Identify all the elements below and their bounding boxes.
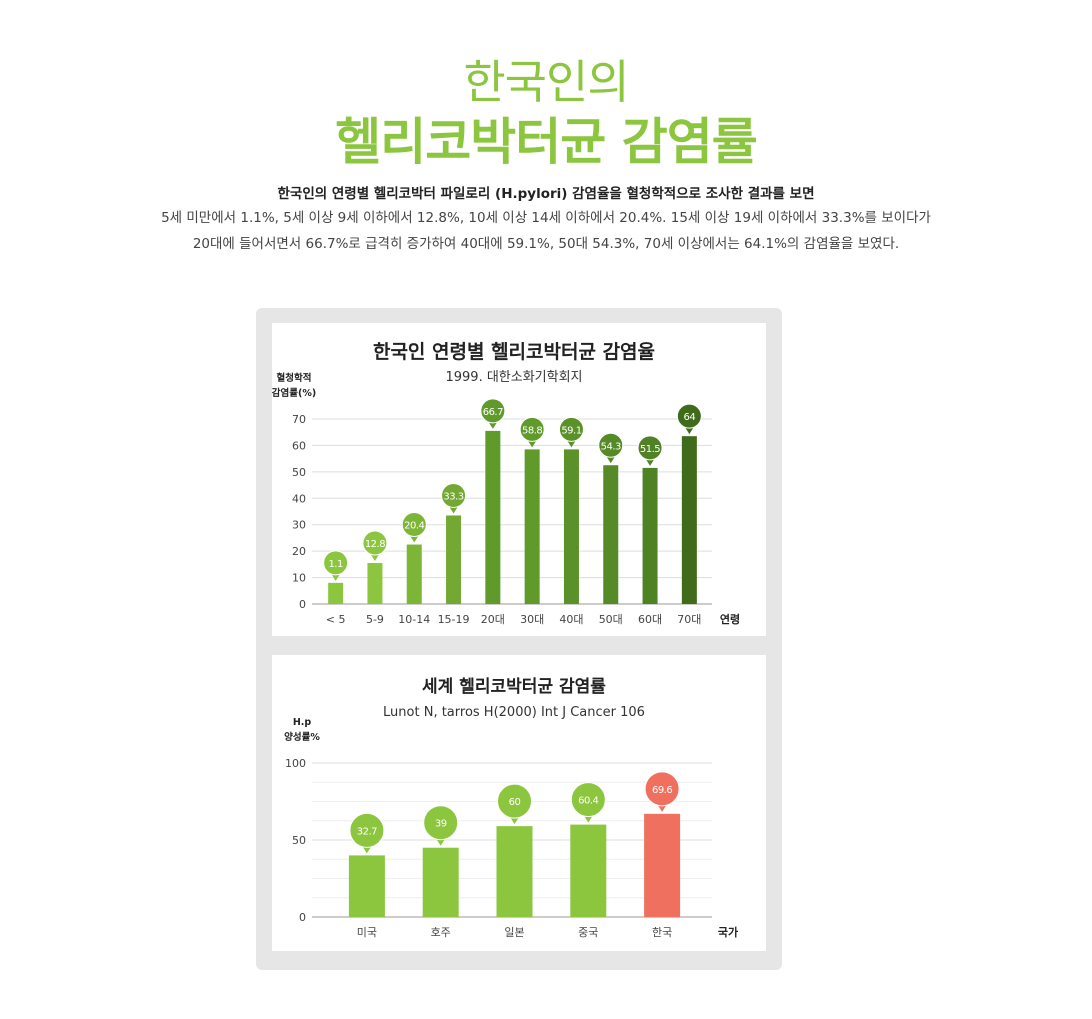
x-tick-label: 15-19 [438, 613, 470, 626]
data-label: 58.8 [522, 425, 542, 436]
data-label: 20.4 [404, 521, 424, 532]
data-label-bubble [362, 530, 388, 556]
bar [570, 824, 607, 917]
x-tick-label: 일본 [504, 925, 524, 939]
data-label-bubble [570, 782, 606, 818]
y-tick-label: 20 [292, 545, 306, 558]
bar [422, 847, 459, 917]
chart-subtitle: Lunot N, tarros H(2000) Int J Cancer 106 [383, 705, 645, 720]
bar [642, 467, 658, 604]
data-label: 51.5 [640, 444, 660, 455]
data-label: 32.7 [357, 826, 377, 837]
bar [367, 563, 383, 604]
bar [485, 430, 501, 604]
bar [603, 465, 619, 604]
world-chart-card: 세계 헬리코박터균 감염률 Lunot N, tarros H(2000) Int… [272, 655, 766, 951]
data-label: 12.8 [365, 539, 385, 550]
chart-title: 세계 헬리코박터균 감염률 [422, 677, 606, 697]
bar [496, 826, 533, 917]
x-tick-label: 60대 [638, 613, 662, 626]
bar [348, 855, 385, 917]
x-tick-label: 미국 [357, 926, 377, 939]
y-axis-label-line2: 감염률(%) [272, 387, 316, 399]
data-label-bubble [441, 482, 467, 508]
page-title-line2: 헬리코박터균 감염률 [335, 113, 757, 171]
x-tick-label: 20대 [481, 613, 505, 626]
y-tick-label: 60 [292, 439, 306, 452]
y-tick-label: 50 [292, 466, 306, 479]
data-label: 66.7 [483, 407, 503, 418]
bar [644, 813, 681, 917]
x-tick-label: < 5 [326, 613, 346, 626]
bar [446, 515, 462, 604]
data-label-bubble [558, 416, 584, 442]
intro-line3: 20대에 들어서면서 66.7%로 급격히 증가하여 40대에 59.1%, 5… [192, 236, 900, 252]
intro-lead: 한국인의 연령별 헬리코박터 파일로리 (H.pylori) 감염율을 혈청학적… [277, 186, 815, 202]
bar [406, 544, 422, 604]
page-title-line1: 한국인의 [463, 55, 629, 109]
data-label-bubble [349, 812, 385, 848]
y-tick-label: 100 [285, 757, 306, 770]
intro-line2: 5세 미만에서 1.1%, 5세 이상 9세 이하에서 12.8%, 10세 이… [161, 210, 931, 226]
data-label-bubble [497, 783, 532, 819]
data-label-bubble [480, 398, 506, 424]
data-label: 33.3 [443, 491, 463, 502]
data-label-bubble [519, 416, 545, 442]
data-label: 69.6 [652, 785, 672, 796]
y-tick-label: 0 [299, 911, 306, 924]
x-tick-label: 한국 [652, 926, 672, 939]
age-infection-chart: 한국인 연령별 헬리코박터균 감염율 1999. 대한소화기학회지 혈청학적감염률(… [272, 341, 740, 626]
y-axis-label-line1: H.p [293, 717, 312, 728]
y-tick-label: 50 [292, 834, 306, 847]
data-label: 1.1 [328, 559, 343, 570]
data-label-bubble [423, 805, 459, 841]
chart-subtitle: 1999. 대한소화기학회지 [445, 370, 582, 385]
y-tick-label: 30 [292, 519, 306, 532]
x-tick-label: 5-9 [366, 613, 384, 626]
y-tick-label: 10 [292, 572, 306, 585]
data-label: 54.3 [601, 441, 621, 452]
data-label-bubble [401, 512, 427, 538]
world-infection-chart: 세계 헬리코박터균 감염률 Lunot N, tarros H(2000) Int… [284, 677, 738, 939]
chart-title: 한국인 연령별 헬리코박터균 감염율 [373, 341, 655, 363]
x-tick-label: 40대 [559, 613, 583, 626]
data-label-bubble [323, 550, 349, 576]
data-label-bubble [637, 435, 663, 461]
x-tick-label: 호주 [431, 926, 451, 939]
data-label: 39 [435, 819, 447, 830]
x-tick-label: 50대 [599, 613, 623, 626]
y-axis-label-line2: 양성률% [284, 731, 320, 743]
x-tick-label: 10-14 [398, 613, 430, 626]
data-label: 64 [683, 412, 695, 423]
data-label-bubble [598, 432, 624, 458]
data-label: 59.1 [561, 425, 581, 436]
y-tick-label: 40 [292, 492, 306, 505]
x-tick-label: 중국 [578, 926, 598, 939]
data-label: 60.4 [578, 796, 598, 807]
y-tick-label: 70 [292, 413, 306, 426]
x-tick-label: 30대 [520, 613, 544, 626]
bar [524, 449, 540, 604]
y-tick-label: 0 [299, 598, 306, 611]
data-label-bubble [676, 403, 702, 429]
data-label-bubble [644, 771, 680, 807]
bar [563, 449, 579, 604]
x-axis-label: 연령 [720, 612, 740, 626]
data-label: 60 [509, 797, 521, 808]
x-tick-label: 70대 [677, 613, 701, 626]
bar [681, 436, 697, 604]
bar [328, 582, 344, 604]
x-axis-label: 국가 [718, 925, 738, 939]
y-axis-label-line1: 혈청학적 [277, 372, 312, 384]
